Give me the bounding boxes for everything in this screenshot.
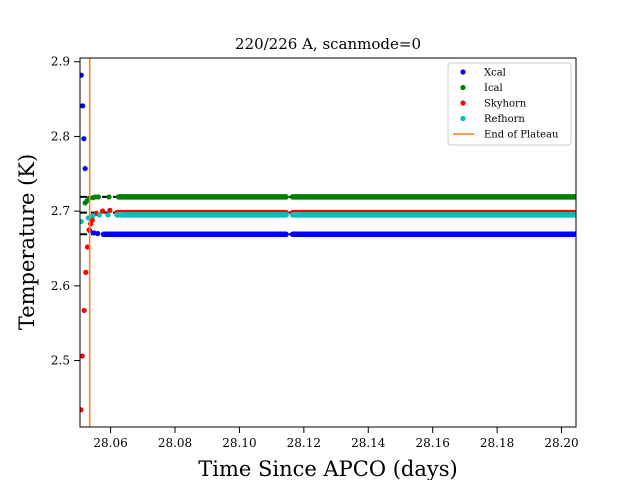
skyhorn-point <box>80 353 85 359</box>
plot-area <box>80 58 576 427</box>
refhorn-point <box>80 218 84 225</box>
xcal-point <box>80 103 86 109</box>
refhorn-point <box>105 212 111 218</box>
xcal-point <box>82 165 88 172</box>
refhorn-point <box>96 212 102 218</box>
y-tick-label: 2.6 <box>51 279 70 293</box>
y-axis: 2.5 2.6 2.7 2.8 2.9 <box>51 55 80 368</box>
chart-title: 220/226 A, scanmode=0 <box>235 35 421 53</box>
legend-label-xcal: Xcal <box>484 68 506 79</box>
skyhorn-point <box>99 208 106 214</box>
y-tick-label: 2.5 <box>51 354 70 368</box>
legend-label-skyhorn: Skyhorn <box>484 99 527 110</box>
xcal-point <box>81 136 87 142</box>
ical-point <box>95 194 101 200</box>
legend-marker-refhorn <box>460 115 466 122</box>
xcal-point <box>95 230 101 237</box>
y-axis-label: Temperature (K) <box>15 154 39 330</box>
x-tick-label: 28.18 <box>480 436 514 450</box>
x-tick-label: 28.14 <box>351 436 386 450</box>
legend-label-ical: Ical <box>484 83 503 94</box>
skyhorn-point <box>80 407 84 413</box>
legend-marker-ical <box>460 84 466 91</box>
ical-point <box>106 194 112 200</box>
plot-frame <box>79 57 577 428</box>
x-tick-label: 28.06 <box>93 436 127 450</box>
legend: Xcal Ical Skyhorn Refhorn End of Plateau <box>447 62 572 146</box>
y-tick-label: 2.9 <box>51 55 70 69</box>
legend-label-refhorn: Refhorn <box>484 114 525 125</box>
x-axis: 28.06 28.08 28.10 28.12 28.14 28.16 28.18 28.20 <box>93 427 579 450</box>
xcal-point <box>80 72 84 78</box>
skyhorn-point <box>89 217 95 223</box>
refhorn-point <box>90 213 96 219</box>
x-tick-label: 28.16 <box>415 436 449 450</box>
x-tick-label: 28.20 <box>544 436 578 450</box>
skyhorn-point <box>83 269 89 275</box>
x-tick-label: 28.08 <box>158 436 192 450</box>
legend-marker-xcal <box>460 69 466 75</box>
skyhorn-point <box>81 307 87 314</box>
skyhorn-point <box>107 207 113 213</box>
legend-frame <box>447 62 572 146</box>
x-tick-label: 28.12 <box>287 436 321 450</box>
x-tick-label: 28.10 <box>222 436 256 450</box>
legend-marker-skyhorn <box>460 100 466 106</box>
y-tick-label: 2.7 <box>51 204 70 218</box>
legend-label-end-of-plateau: End of Plateau <box>484 130 559 141</box>
y-tick-label: 2.8 <box>51 129 70 143</box>
x-axis-label: Time Since APCO (days) <box>198 457 457 480</box>
skyhorn-point <box>84 244 91 250</box>
xcal-point <box>91 230 97 236</box>
